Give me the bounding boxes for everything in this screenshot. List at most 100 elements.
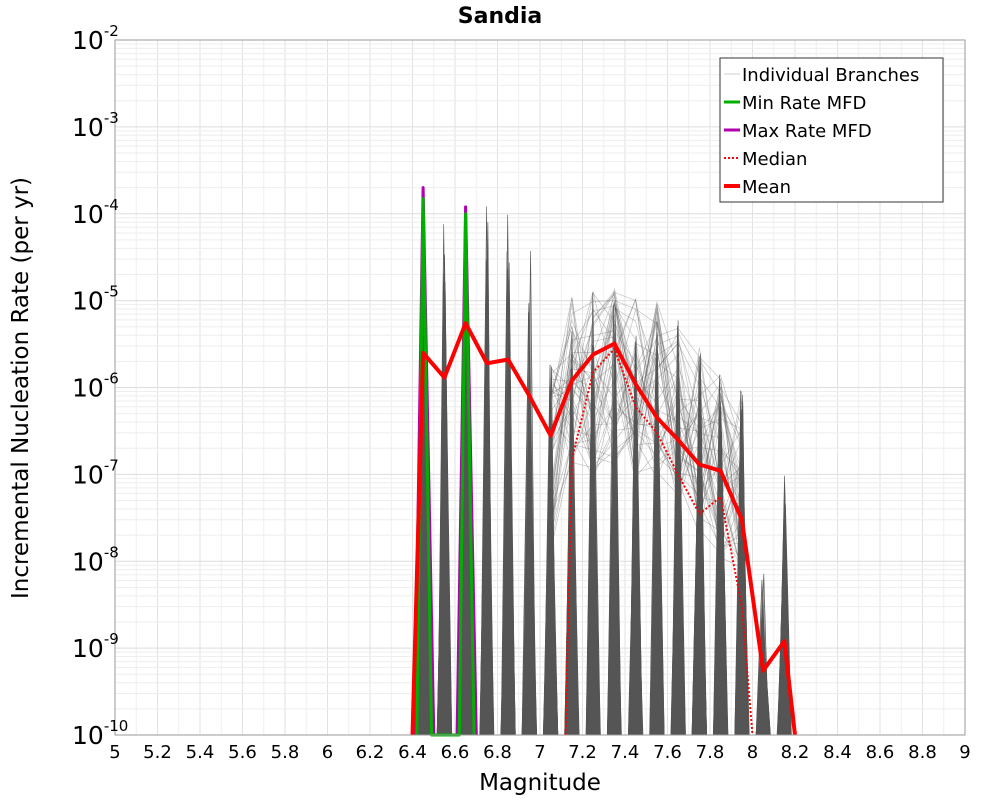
legend-label: Individual Branches: [742, 65, 919, 86]
branch-line: [550, 362, 743, 547]
branch-line: [693, 447, 708, 736]
branch-line: [501, 343, 516, 736]
x-tick-label: 7.6: [653, 742, 682, 763]
y-tick-label: 10-5: [72, 283, 119, 316]
x-axis-label: Magnitude: [479, 770, 601, 796]
individual-branches: [415, 206, 792, 736]
legend-item: Median: [724, 149, 807, 170]
branch-line: [550, 323, 743, 539]
y-tick-label: 10-7: [72, 456, 119, 489]
branch-spike: [479, 206, 495, 736]
legend-label: Min Rate MFD: [742, 93, 866, 114]
branch-spike: [415, 228, 431, 736]
chart-title: Sandia: [458, 4, 543, 29]
branch-line: [550, 340, 743, 545]
legend-box: [719, 57, 944, 203]
x-tick-label: 6: [322, 742, 333, 763]
branch-line: [550, 300, 743, 554]
branch-line: [550, 298, 743, 555]
legend-label: Median: [742, 149, 807, 170]
branch-spike: [670, 320, 686, 736]
branch-line: [550, 292, 743, 481]
branch-spike: [542, 364, 559, 736]
legend-label: Max Rate MFD: [742, 121, 872, 142]
branch-line: [479, 244, 493, 736]
branch-line: [607, 475, 622, 736]
branch-line: [550, 378, 743, 552]
y-tick-label: 10-6: [72, 370, 119, 403]
branch-line: [550, 327, 743, 538]
branch-line: [437, 289, 451, 736]
branch-line: [550, 303, 743, 503]
branch-spike: [649, 321, 665, 736]
branch-line: [550, 307, 743, 562]
branch-line: [550, 300, 743, 516]
branch-line: [550, 288, 743, 573]
branch-line: [550, 316, 743, 578]
series-line-mean: [410, 321, 797, 736]
y-tick-label: 10-9: [72, 630, 119, 663]
y-tick-label: 10-10: [72, 717, 128, 750]
x-tick-label: 8.8: [908, 742, 937, 763]
branch-line: [550, 295, 743, 523]
y-axis-label: Incremental Nucleation Rate (per yr): [8, 177, 34, 599]
legend: Individual Branches Min Rate MFD Max Rate …: [719, 57, 944, 203]
y-axis-ticks: 10-10 10-9 10-8 10-7 10-6 10-5 10-4 10-3 10-2: [72, 22, 128, 750]
x-tick-label: 7.8: [696, 742, 725, 763]
branch-spike: [755, 573, 771, 736]
y-tick-label: 10-4: [72, 196, 119, 229]
branch-line: [550, 293, 743, 473]
branch-line: [550, 390, 743, 507]
x-tick-label: 5.6: [228, 742, 257, 763]
legend-item: Mean: [724, 177, 791, 198]
branch-line: [550, 309, 743, 546]
series-line-median: [564, 347, 754, 736]
branch-line: [564, 367, 578, 736]
x-tick-label: 7.2: [568, 742, 597, 763]
x-tick-label: 6.6: [441, 742, 470, 763]
y-tick-label: 10-8: [72, 543, 119, 576]
x-tick-label: 7.4: [611, 742, 640, 763]
branch-line: [521, 477, 536, 736]
branch-line: [550, 320, 743, 572]
branch-line: [586, 436, 601, 736]
branch-spike: [521, 250, 538, 736]
branch-line: [628, 445, 642, 736]
x-axis-ticks: 5 5.2 5.4 5.6 5.8 6 6.2 6.4 6.6 6.8 7 7.2 7.4 7.6 7.8 8…: [109, 742, 970, 763]
branch-line: [550, 308, 743, 491]
branch-line: [550, 305, 743, 553]
branch-spike: [457, 213, 474, 736]
branch-line: [550, 324, 743, 506]
branch-line: [550, 312, 743, 543]
branch-spike: [713, 374, 729, 736]
x-tick-label: 8.2: [781, 742, 810, 763]
branch-line: [543, 364, 558, 736]
branch-spike: [500, 214, 516, 736]
y-tick-label: 10-2: [72, 22, 119, 55]
y-tick-label: 10-3: [72, 109, 119, 142]
x-tick-label: 6.8: [483, 742, 512, 763]
x-tick-label: 6.4: [398, 742, 427, 763]
branch-line: [550, 302, 743, 558]
branch-line: [550, 291, 743, 572]
branch-line: [550, 319, 743, 490]
plot-frame: [114, 39, 966, 736]
branch-line: [550, 321, 743, 486]
branch-line: [550, 345, 743, 534]
legend-item: Min Rate MFD: [724, 93, 866, 114]
branch-line: [550, 302, 742, 547]
x-tick-label: 5.8: [271, 742, 300, 763]
branch-line: [550, 290, 743, 569]
branch-line: [550, 336, 743, 496]
branch-line: [550, 291, 743, 545]
branch-line: [550, 330, 743, 569]
branch-line: [550, 293, 743, 533]
x-tick-label: 8.4: [823, 742, 852, 763]
x-tick-label: 5: [109, 742, 120, 763]
branch-spike: [627, 335, 644, 736]
legend-item: Max Rate MFD: [724, 121, 872, 142]
branch-spike: [734, 390, 750, 736]
branch-line: [649, 357, 665, 736]
x-tick-label: 8.6: [866, 742, 895, 763]
